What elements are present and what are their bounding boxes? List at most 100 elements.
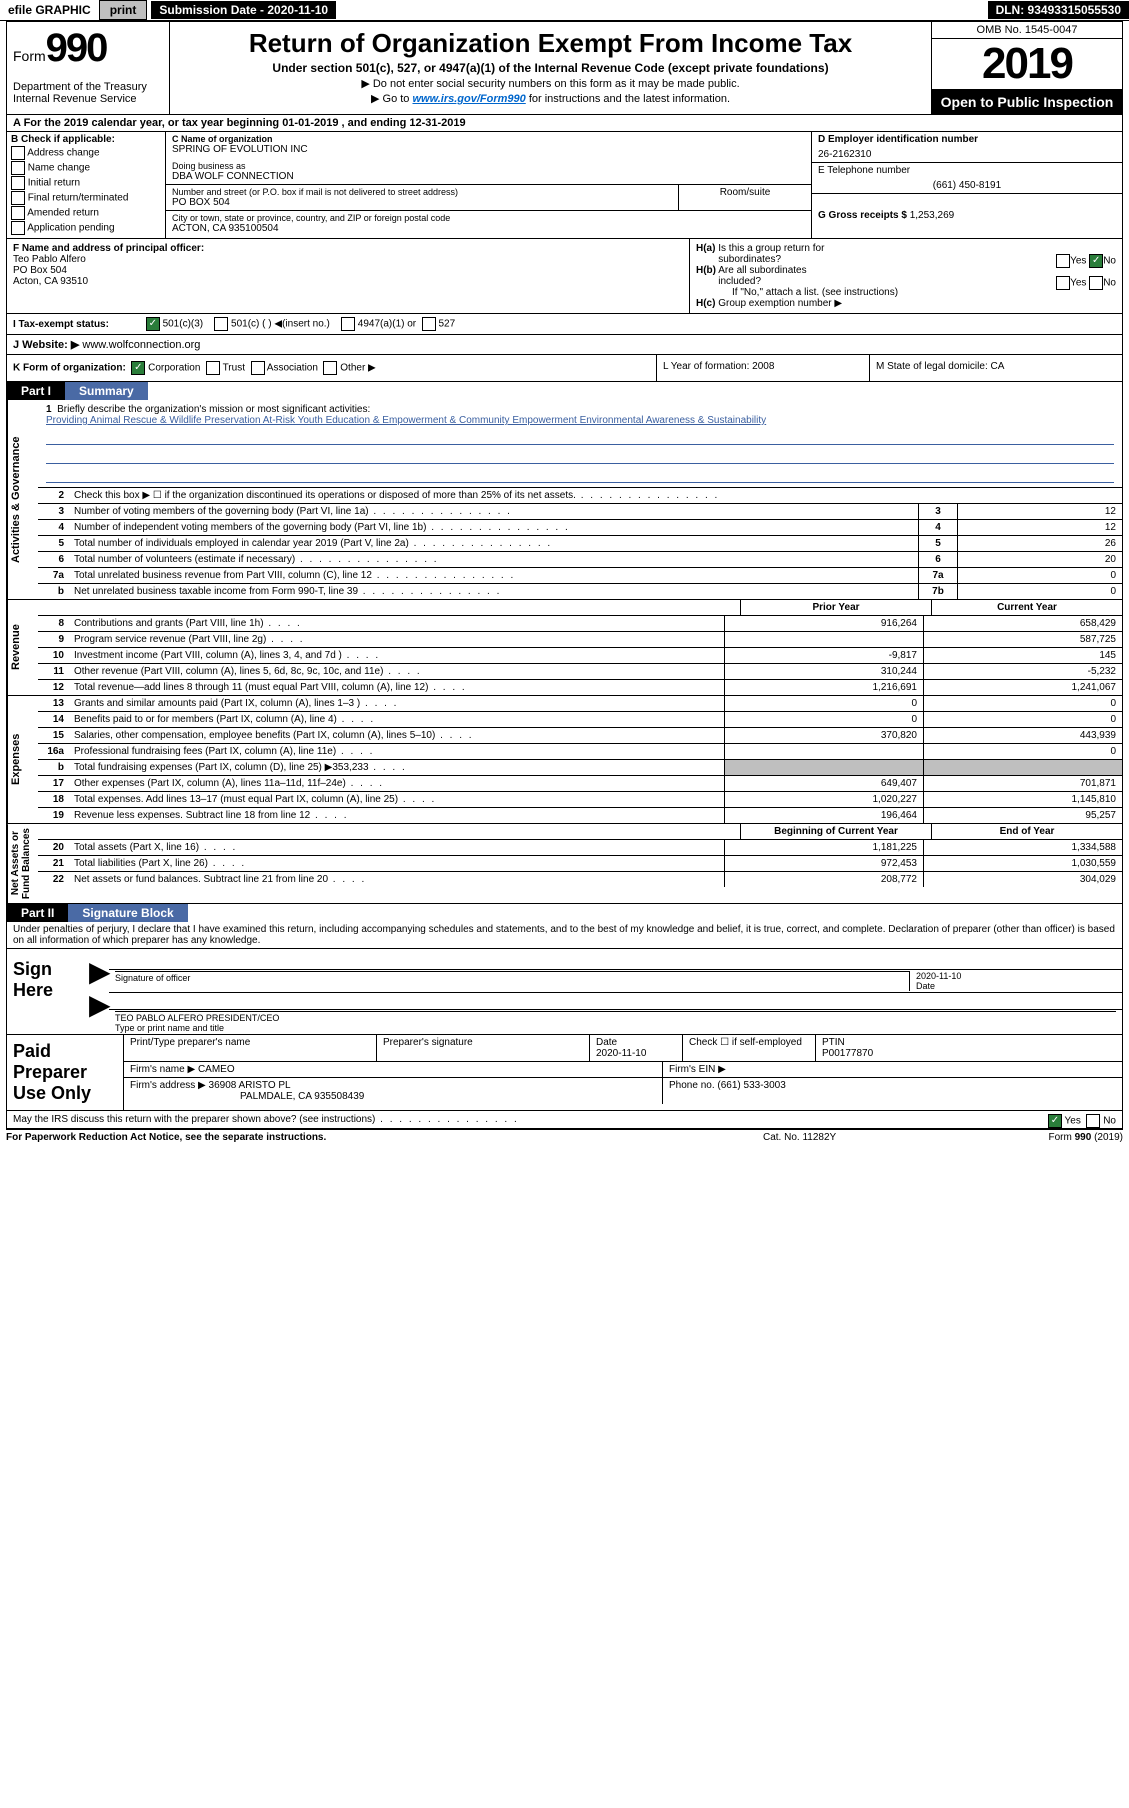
chk-final[interactable]: Final return/terminated (11, 191, 161, 205)
row-num: 4 (38, 520, 70, 535)
mission-block: 1 Briefly describe the organization's mi… (38, 400, 1122, 488)
chk-name[interactable]: Name change (11, 161, 161, 175)
submission-date: Submission Date - 2020-11-10 (151, 1, 336, 19)
note-2-post: for instructions and the latest informat… (526, 93, 730, 105)
chk-amended[interactable]: Amended return (11, 206, 161, 220)
row-val: 0 (957, 584, 1122, 599)
irs-link[interactable]: www.irs.gov/Form990 (412, 93, 525, 105)
note-1: ▶ Do not enter social security numbers o… (178, 77, 923, 90)
firm-addr-lbl: Firm's address ▶ (130, 1080, 206, 1091)
table-row: 18 Total expenses. Add lines 13–17 (must… (38, 792, 1122, 808)
current-year: 1,241,067 (923, 680, 1122, 695)
chk-assoc[interactable] (251, 361, 265, 375)
end-year-hdr: End of Year (931, 824, 1122, 839)
row-text: Total revenue—add lines 8 through 11 (mu… (70, 680, 724, 695)
discuss-no: No (1103, 1116, 1116, 1127)
chk-4947[interactable] (341, 317, 355, 331)
sig-date-lbl: Date (916, 981, 935, 991)
row-text: Program service revenue (Part VIII, line… (70, 632, 724, 647)
note-2: ▶ Go to www.irs.gov/Form990 for instruct… (178, 92, 923, 105)
row-box: 7b (918, 584, 957, 599)
table-row: 17 Other expenses (Part IX, column (A), … (38, 776, 1122, 792)
discuss-yes: Yes (1065, 1116, 1081, 1127)
chk-addr[interactable]: Address change (11, 146, 161, 160)
chk-527[interactable] (422, 317, 436, 331)
row-num: 22 (38, 872, 70, 887)
table-row: 12 Total revenue—add lines 8 through 11 … (38, 680, 1122, 695)
tel-lbl: E Telephone number (818, 165, 1116, 176)
print-button[interactable]: print (99, 0, 148, 20)
city-val: ACTON, CA 935100504 (172, 223, 805, 234)
row-num: 16a (38, 744, 70, 759)
current-year: 587,725 (923, 632, 1122, 647)
col-de: D Employer identification number 26-2162… (811, 132, 1122, 238)
firm-name: CAMEO (198, 1064, 235, 1075)
website-lbl: J Website: ▶ (13, 339, 79, 351)
chk-trust[interactable] (206, 361, 220, 375)
top-bar: efile GRAPHIC print Submission Date - 20… (0, 0, 1129, 21)
dba-lbl: Doing business as (172, 161, 805, 171)
row-val: 12 (957, 520, 1122, 535)
row-num: 3 (38, 504, 70, 519)
chk-name-lbl: Name change (28, 163, 90, 174)
chk-initial-lbl: Initial return (28, 178, 80, 189)
phone-lbl: Phone no. (669, 1080, 715, 1091)
current-year: 1,030,559 (923, 856, 1122, 871)
officer-addr2: Acton, CA 93510 (13, 276, 683, 287)
part-1-title: Summary (65, 382, 148, 400)
paperwork-notice: For Paperwork Reduction Act Notice, see … (6, 1132, 763, 1143)
row-val: 0 (957, 568, 1122, 583)
mission-text: Providing Animal Rescue & Wildlife Prese… (46, 415, 766, 426)
chk-initial[interactable]: Initial return (11, 176, 161, 190)
table-row: 3 Number of voting members of the govern… (38, 504, 1122, 520)
ein-lbl: D Employer identification number (818, 134, 1116, 145)
chk-501c3[interactable] (146, 317, 160, 331)
na-header: Beginning of Current Year End of Year (38, 824, 1122, 840)
website-val: www.wolfconnection.org (82, 339, 200, 351)
efile-label: efile GRAPHIC (0, 1, 99, 19)
discuss-yes-chk[interactable] (1048, 1114, 1062, 1128)
sig-name: TEO PABLO ALFERO PRESIDENT/CEO (115, 1013, 279, 1023)
current-year: 1,145,810 (923, 792, 1122, 807)
row-text: Number of voting members of the governin… (70, 504, 918, 519)
ptin-val: P00177870 (822, 1048, 873, 1059)
chk-amended-lbl: Amended return (27, 208, 99, 219)
current-year (923, 760, 1122, 775)
prior-year (724, 760, 923, 775)
org-name-lbl: C Name of organization (172, 134, 805, 144)
hc-row: H(c) Group exemption number ▶ (696, 298, 1116, 309)
form-title: Return of Organization Exempt From Incom… (178, 28, 923, 59)
form-container: Form990 Department of the Treasury Inter… (6, 21, 1123, 1130)
chk-501c[interactable] (214, 317, 228, 331)
row-text: Investment income (Part VIII, column (A)… (70, 648, 724, 663)
row-i: I Tax-exempt status: 501(c)(3) 501(c) ( … (7, 314, 1122, 335)
form-subtitle: Under section 501(c), 527, or 4947(a)(1)… (178, 61, 923, 75)
opt-trust: Trust (223, 363, 245, 374)
chk-corp[interactable] (131, 361, 145, 375)
row-text: Other revenue (Part VIII, column (A), li… (70, 664, 724, 679)
table-row: 13 Grants and similar amounts paid (Part… (38, 696, 1122, 712)
row-text: Total assets (Part X, line 16) (70, 840, 724, 855)
side-expenses: Expenses (7, 696, 38, 823)
chk-pending[interactable]: Application pending (11, 221, 161, 235)
row-num: 2 (38, 488, 70, 503)
prior-year-hdr: Prior Year (740, 600, 931, 615)
suite-lbl: Room/suite (679, 185, 811, 211)
side-revenue: Revenue (7, 600, 38, 695)
section-netassets: Net Assets or Fund Balances Beginning of… (7, 824, 1122, 904)
prior-year: -9,817 (724, 648, 923, 663)
discuss-no-chk[interactable] (1086, 1114, 1100, 1128)
form-number: Form990 (13, 26, 163, 71)
street-lbl: Number and street (or P.O. box if mail i… (172, 187, 672, 197)
table-row: 9 Program service revenue (Part VIII, li… (38, 632, 1122, 648)
section-revenue: Revenue Prior Year Current Year 8 Contri… (7, 600, 1122, 696)
opt-4947: 4947(a)(1) or (358, 319, 416, 330)
table-row: 16a Professional fundraising fees (Part … (38, 744, 1122, 760)
current-year: 443,939 (923, 728, 1122, 743)
org-name-cell: C Name of organization SPRING OF EVOLUTI… (166, 132, 811, 185)
paid-lbl: Paid Preparer Use Only (7, 1035, 124, 1110)
firm-lbl: Firm's name ▶ (130, 1064, 195, 1075)
chk-other[interactable] (323, 361, 337, 375)
row-text: Total number of volunteers (estimate if … (70, 552, 918, 567)
col-c: C Name of organization SPRING OF EVOLUTI… (166, 132, 811, 238)
